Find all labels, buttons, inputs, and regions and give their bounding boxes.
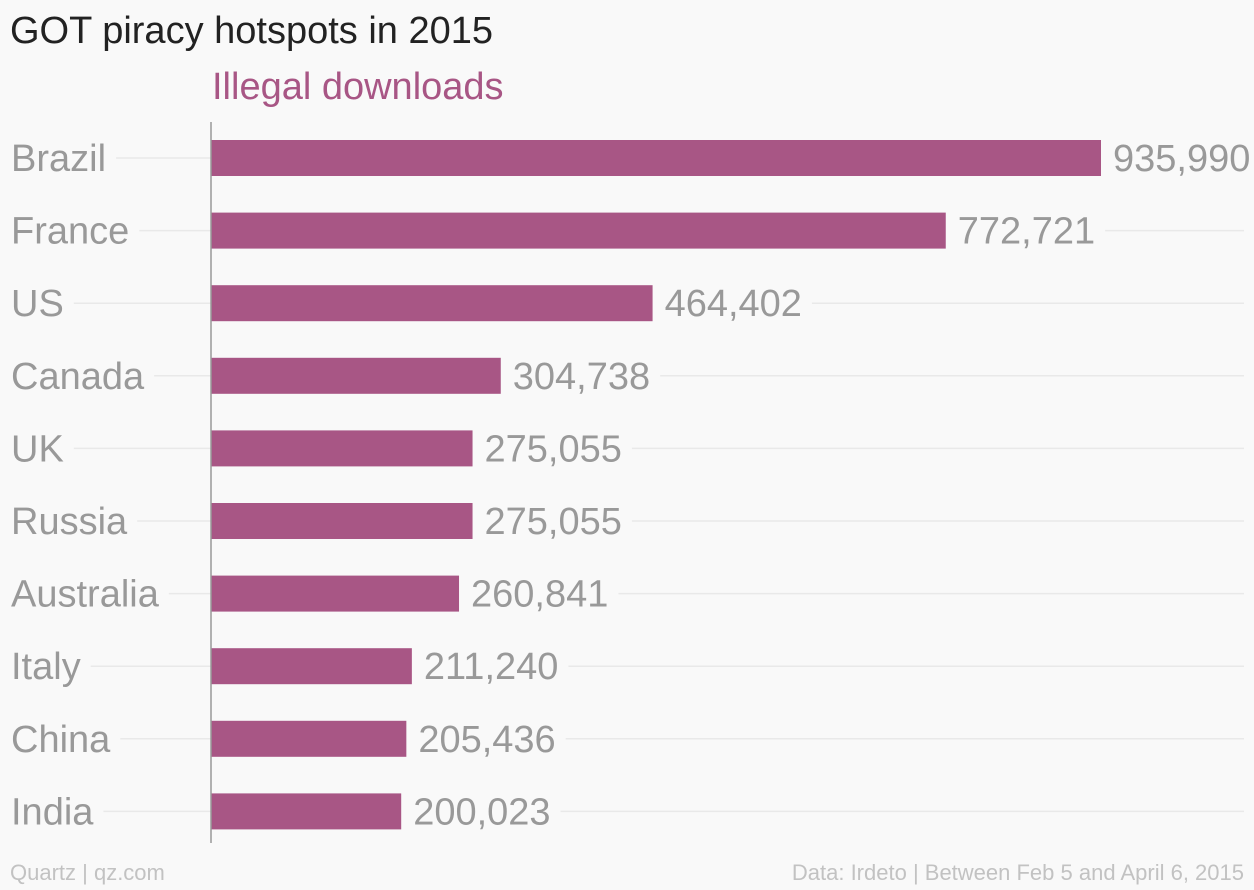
- bar-us: [211, 285, 653, 322]
- category-label-india: India: [11, 791, 94, 833]
- value-label-brazil: 935,990: [1113, 138, 1250, 180]
- category-label-france: France: [11, 211, 129, 253]
- category-label-canada: Canada: [11, 356, 145, 398]
- value-label-uk: 275,055: [485, 428, 622, 470]
- value-label-france: 772,721: [958, 211, 1095, 253]
- category-label-brazil: Brazil: [11, 138, 106, 180]
- bar-italy: [211, 648, 412, 685]
- category-label-uk: UK: [11, 428, 64, 470]
- series-label: Illegal downloads: [212, 66, 504, 108]
- value-label-india: 200,023: [413, 791, 550, 833]
- bar-canada: [211, 357, 501, 394]
- bar-russia: [211, 503, 473, 539]
- value-label-australia: 260,841: [471, 574, 608, 616]
- category-label-russia: Russia: [11, 501, 128, 543]
- value-label-canada: 304,738: [513, 356, 650, 398]
- value-label-italy: 211,240: [424, 646, 559, 688]
- category-label-australia: Australia: [11, 574, 160, 616]
- bar-uk: [211, 430, 473, 467]
- value-label-us: 464,402: [665, 283, 802, 325]
- chart-title: GOT piracy hotspots in 2015: [10, 10, 493, 52]
- bar-china: [211, 720, 407, 757]
- bar-australia: [211, 575, 460, 612]
- category-label-us: US: [11, 283, 64, 325]
- category-label-china: China: [11, 719, 111, 761]
- bar-india: [211, 793, 402, 830]
- value-label-russia: 275,055: [485, 501, 622, 543]
- footer-source-right: Data: Irdeto | Between Feb 5 and April 6…: [791, 860, 1244, 885]
- bar-brazil: [211, 140, 1101, 176]
- bar-france: [211, 212, 946, 249]
- category-label-italy: Italy: [11, 646, 81, 688]
- footer-source-left: Quartz | qz.com: [10, 860, 165, 885]
- value-label-china: 205,436: [418, 719, 555, 761]
